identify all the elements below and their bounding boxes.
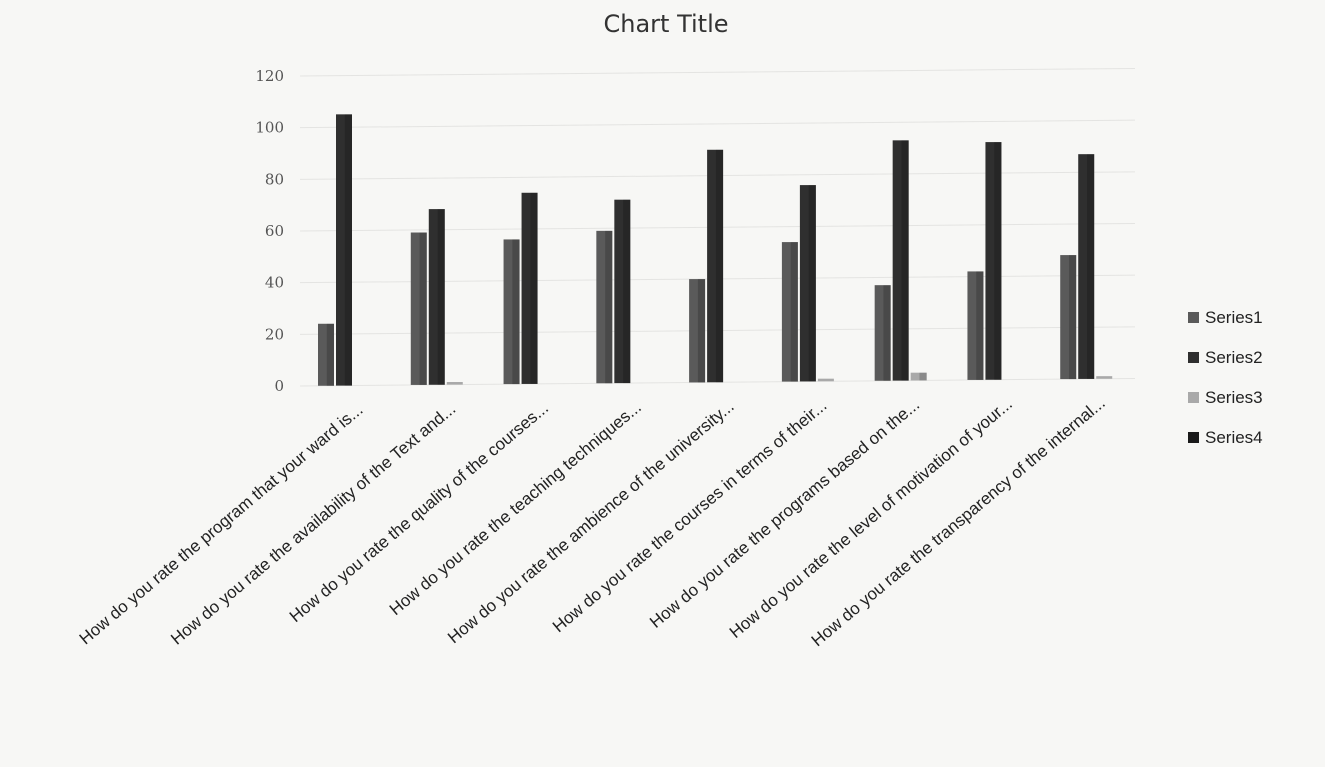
legend-swatch-series1 (1188, 312, 1199, 323)
bar-shade (994, 142, 1002, 380)
y-tick-label: 60 (265, 222, 284, 240)
bar-shade (976, 271, 984, 380)
y-tick-label: 80 (265, 170, 284, 188)
bar-series3 (817, 378, 834, 382)
bar-shade (419, 232, 427, 385)
bar-series2 (985, 142, 1002, 380)
bar-series2 (707, 149, 724, 383)
x-axis-category-labels: How do you rate the program that your wa… (76, 393, 1109, 650)
legend-label-series1: Series1 (1205, 308, 1263, 327)
bar-series1 (689, 279, 706, 383)
bar-series2 (892, 140, 909, 381)
bar-shade (808, 185, 816, 382)
bar-shade (437, 209, 445, 385)
y-tick-label: 40 (265, 274, 284, 292)
legend-label-series4: Series4 (1205, 428, 1263, 447)
bar-series2 (336, 114, 352, 386)
chart-title: Chart Title (603, 10, 728, 38)
bar-series1 (781, 242, 798, 382)
y-tick-label: 0 (274, 377, 284, 395)
bar-series2 (521, 192, 538, 384)
bar-shade (790, 242, 798, 382)
bar-series2 (799, 185, 816, 382)
bar-shade (530, 192, 538, 384)
bar-series1 (410, 232, 427, 385)
bar-shade (697, 279, 706, 383)
bar-series1 (503, 239, 520, 385)
bar-shade (919, 372, 927, 381)
gridline (299, 119, 1136, 129)
bar-shade (1087, 154, 1095, 379)
bar-series3 (910, 372, 927, 381)
y-axis: 0 20 40 60 80 100 120 (255, 67, 284, 395)
bar-series1 (1060, 255, 1077, 380)
legend: Series1 Series2 Series3 Series4 (1188, 308, 1263, 447)
bar-series2 (614, 199, 631, 384)
legend-swatch-series2 (1188, 352, 1199, 363)
legend-swatch-series4 (1188, 432, 1199, 443)
bar-shade (1069, 255, 1077, 380)
legend-label-series3: Series3 (1205, 388, 1263, 407)
bar-shade (883, 285, 891, 381)
bar-series1 (874, 285, 891, 381)
bar-shade (326, 323, 334, 386)
bar-shade (901, 140, 909, 381)
bar-series3 (1096, 376, 1113, 379)
bar-shade (623, 199, 631, 384)
bar-shade (715, 149, 724, 383)
bar-series2 (1078, 154, 1095, 379)
bars (318, 114, 1113, 386)
bar-shade (512, 239, 520, 385)
bar-series1 (318, 323, 334, 386)
y-tick-label: 100 (255, 119, 284, 137)
y-tick-label: 120 (255, 67, 284, 85)
bar-series2 (428, 209, 445, 385)
bar-shade (344, 114, 352, 386)
gridline (299, 67, 1136, 77)
legend-label-series2: Series2 (1205, 348, 1263, 367)
legend-swatch-series3 (1188, 392, 1199, 403)
bar-series1 (596, 230, 613, 384)
bar-shade (605, 230, 613, 384)
y-tick-label: 20 (265, 325, 284, 343)
bar-series1 (967, 271, 984, 380)
bar-series3 (446, 382, 463, 385)
